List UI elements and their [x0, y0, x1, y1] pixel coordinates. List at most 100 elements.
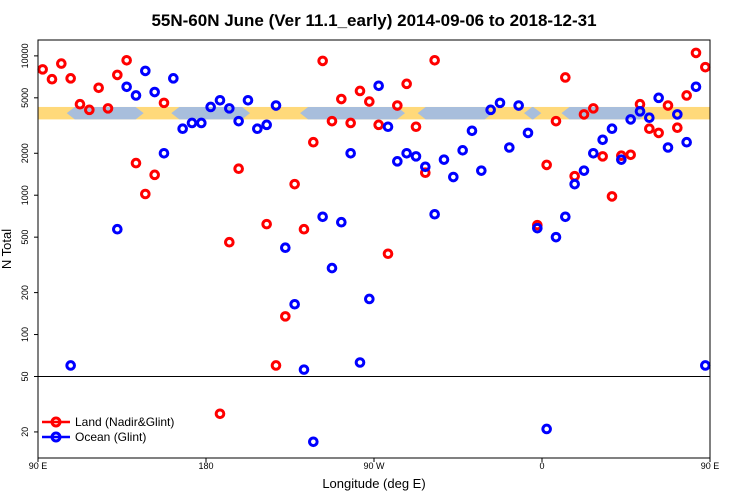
- ocean-point: [252, 123, 263, 135]
- land-point: [681, 90, 692, 101]
- land-point: [606, 191, 618, 202]
- land-point: [270, 360, 282, 371]
- land-point: [84, 104, 95, 116]
- ocean-point: [653, 92, 664, 104]
- land-point: [597, 151, 608, 162]
- band-ocean-segment: [171, 106, 251, 120]
- ocean-point: [121, 81, 132, 93]
- ocean-point: [644, 112, 655, 123]
- land-point: [102, 103, 114, 114]
- land-point: [65, 73, 76, 84]
- ocean-point: [177, 123, 188, 135]
- legend-land-marker: [50, 416, 62, 428]
- land-point: [149, 169, 160, 181]
- ocean-point: [168, 73, 179, 84]
- x-tick-label: 90 E: [29, 461, 48, 471]
- ocean-point: [270, 100, 282, 111]
- land-point: [625, 149, 636, 161]
- y-axis-title: N Total: [0, 229, 14, 269]
- land-point: [298, 223, 310, 235]
- y-axis-ticks: 20 50 100 200 500 1000 2000 5000 10000: [20, 43, 38, 437]
- ocean-point: [681, 136, 692, 148]
- y-tick-label: 20: [20, 427, 30, 437]
- land-point: [541, 159, 552, 171]
- ocean-point: [382, 121, 394, 133]
- legend-ocean-marker: [50, 431, 62, 443]
- x-tick-label: 0: [539, 461, 544, 471]
- legend-ocean-label: Ocean (Glint): [75, 430, 146, 444]
- ocean-point: [130, 90, 142, 101]
- land-point: [662, 100, 674, 111]
- ocean-point: [569, 178, 580, 190]
- ocean-point: [541, 423, 552, 435]
- ocean-point: [457, 145, 468, 156]
- band-ocean-segment: [524, 106, 542, 120]
- ocean-point: [280, 242, 291, 254]
- ocean-point: [429, 208, 440, 220]
- land-point: [326, 115, 338, 127]
- land-point: [578, 109, 590, 120]
- legend: Land (Nadir&Glint) Ocean (Glint): [42, 415, 174, 444]
- ocean-point: [578, 165, 590, 176]
- land-point: [354, 85, 366, 97]
- land-point: [93, 82, 104, 94]
- land-point: [364, 96, 375, 107]
- y-tick-label: 10000: [20, 43, 30, 68]
- ocean-point: [261, 119, 272, 131]
- ocean-point: [336, 216, 347, 228]
- ocean-point: [298, 364, 310, 375]
- y-tick-label: 1000: [20, 185, 30, 205]
- x-tick-label: 180: [198, 461, 213, 471]
- y-tick-label: 50: [20, 371, 30, 381]
- ocean-point: [560, 211, 571, 223]
- land-point: [345, 117, 356, 129]
- ocean-point: [158, 147, 170, 159]
- land-point: [280, 311, 291, 322]
- land-point: [46, 73, 58, 85]
- ocean-point: [522, 127, 534, 139]
- y-tick-label: 5000: [20, 88, 30, 108]
- ocean-point: [625, 114, 636, 125]
- band-ocean-segment: [300, 106, 405, 120]
- land-point: [74, 98, 86, 110]
- ocean-point: [532, 222, 543, 234]
- land-point: [420, 167, 431, 179]
- land-point: [429, 54, 440, 66]
- ocean-point: [242, 94, 254, 106]
- ocean-point: [410, 151, 422, 162]
- x-axis-title: Longitude (deg E): [322, 476, 425, 491]
- ocean-point: [149, 86, 160, 98]
- ocean-point: [606, 123, 618, 135]
- land-point: [214, 408, 226, 420]
- ocean-point: [494, 97, 506, 109]
- land-point: [37, 64, 48, 75]
- ocean-point: [550, 231, 562, 243]
- ocean-point: [476, 165, 487, 176]
- ocean-point: [224, 103, 235, 114]
- land-point: [410, 121, 422, 133]
- y-tick-label: 2000: [20, 143, 30, 163]
- ocean-point: [308, 436, 319, 448]
- ocean-point: [690, 81, 702, 93]
- ocean-point: [504, 142, 515, 153]
- ocean-point: [65, 360, 76, 371]
- y-tick-label: 500: [20, 230, 30, 245]
- ocean-point: [662, 142, 674, 153]
- ocean-point: [112, 223, 123, 235]
- land-point: [261, 218, 272, 230]
- ocean-point: [513, 100, 524, 111]
- land-point: [317, 55, 328, 67]
- land-point: [700, 61, 711, 73]
- band-ocean-segment: [417, 106, 493, 120]
- ocean-point: [326, 262, 338, 274]
- ocean-point: [233, 115, 244, 127]
- legend-land-label: Land (Nadir&Glint): [75, 415, 174, 429]
- data-points: [37, 47, 711, 448]
- land-point: [308, 136, 319, 148]
- ocean-point: [616, 154, 627, 165]
- ocean-point: [345, 147, 356, 159]
- land-point: [121, 54, 132, 66]
- land-point: [373, 119, 384, 131]
